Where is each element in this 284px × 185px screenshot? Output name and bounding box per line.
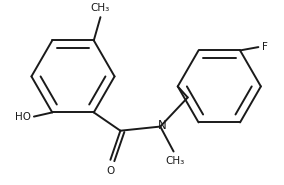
Text: F: F <box>262 42 268 52</box>
Text: N: N <box>158 119 166 132</box>
Text: CH₃: CH₃ <box>166 157 185 166</box>
Text: HO: HO <box>14 112 31 122</box>
Text: CH₃: CH₃ <box>91 3 110 13</box>
Text: O: O <box>106 166 114 176</box>
